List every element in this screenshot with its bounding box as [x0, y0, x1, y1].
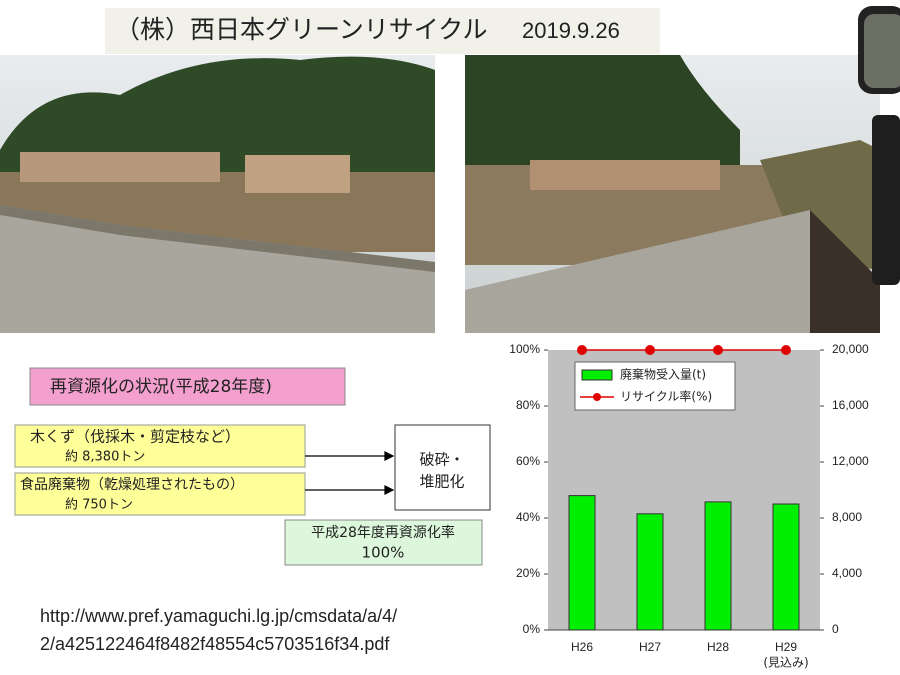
source-label: 木くず（伐採木・剪定枝など） [30, 428, 240, 446]
source-amount: 約 750トン [65, 498, 133, 513]
x-tick-label: H29 [775, 640, 797, 654]
y2-tick-label: 20,000 [832, 342, 869, 356]
y2-tick-label: 16,000 [832, 398, 869, 412]
date: 2019.9.26 [522, 18, 620, 43]
rate-value: 100% [362, 544, 405, 562]
process-text: 堆肥化 [419, 473, 464, 491]
source-box [14, 472, 306, 516]
photo-right [465, 55, 880, 333]
y-tick-label: 80% [516, 398, 540, 412]
y-tick-label: 100% [509, 342, 540, 356]
bar [568, 495, 596, 631]
status-box [29, 367, 346, 406]
y-tick-label: 20% [516, 566, 540, 580]
process-text: 破砕・ [419, 451, 464, 469]
category-note: (見込み) [763, 656, 808, 670]
legend-label: リサイクル率(%) [620, 389, 712, 404]
photo-left [0, 55, 435, 333]
process-box [394, 424, 491, 511]
title: （株）西日本グリーンリサイクル [115, 15, 488, 44]
bar [704, 501, 732, 631]
legend-swatch [593, 393, 601, 401]
legend-swatch [581, 369, 613, 381]
source-box [14, 424, 306, 468]
point [781, 345, 791, 355]
y2-tick-label: 12,000 [832, 454, 869, 468]
y-tick-label: 60% [516, 454, 540, 468]
x-tick-label: H28 [707, 640, 729, 654]
source-amount: 約 8,380トン [65, 450, 145, 465]
title-box [105, 8, 660, 54]
bar [636, 513, 664, 631]
legend-label: 廃棄物受入量(t) [620, 367, 706, 382]
y2-tick-label: 4,000 [832, 566, 862, 580]
arrows [305, 451, 395, 495]
chart: 0% 20% 40% 60% 80% 100% 0 4,000 8,000 12,000 16,00… [509, 342, 869, 669]
y2-tick-label: 8,000 [832, 510, 862, 524]
point [577, 345, 587, 355]
mirror [858, 6, 900, 285]
source-url: http://www.pref.yamaguchi.lg.jp/cmsdata/… [40, 606, 397, 626]
x-tick-label: H27 [639, 640, 661, 654]
point [645, 345, 655, 355]
status-heading: 再資源化の状況(平成28年度) [50, 377, 272, 397]
x-tick-label: H26 [571, 640, 593, 654]
rate-label: 平成28年度再資源化率 [311, 524, 455, 541]
y2-tick-label: 0 [832, 622, 839, 636]
y-tick-label: 0% [523, 622, 541, 636]
point [713, 345, 723, 355]
bar [772, 503, 800, 631]
y-tick-label: 40% [516, 510, 540, 524]
source-url: 2/a425122464f8482f48554c5703516f34.pdf [40, 634, 390, 654]
source-label: 食品廃棄物（乾燥処理されたもの） [20, 476, 244, 493]
rate-box [284, 519, 483, 566]
